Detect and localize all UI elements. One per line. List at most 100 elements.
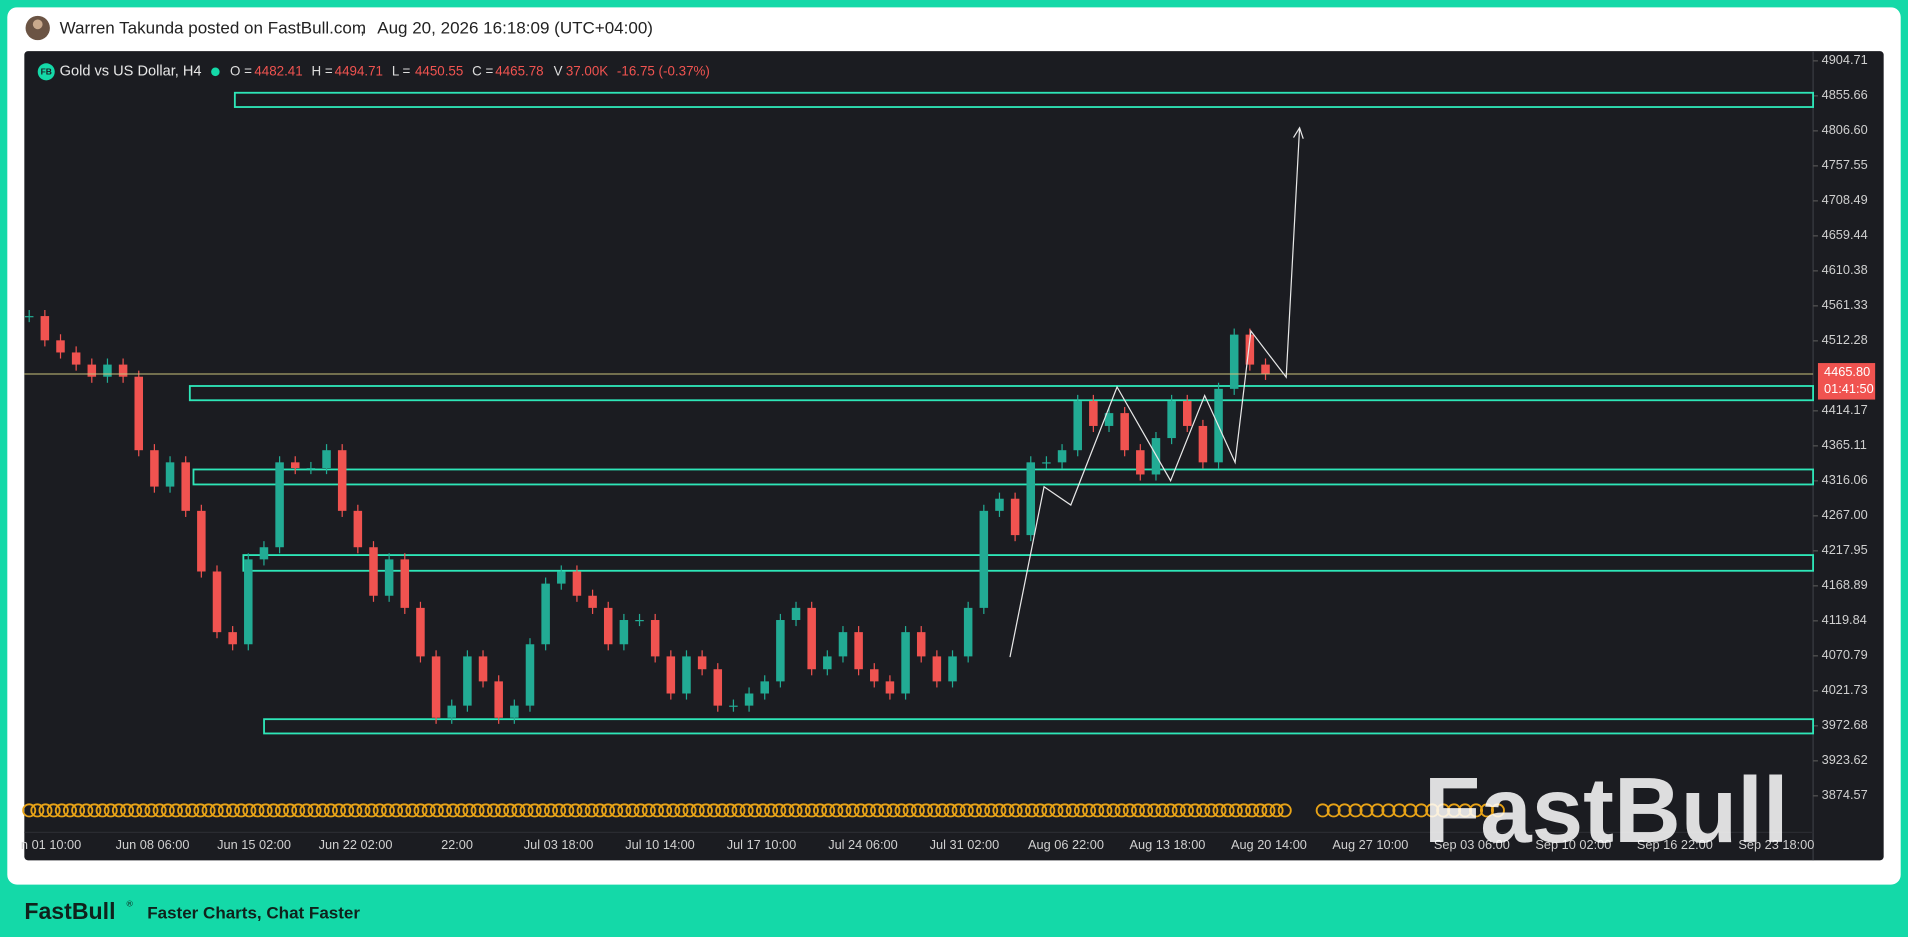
event-icon <box>1370 803 1385 818</box>
event-icon <box>910 803 925 818</box>
candle <box>337 450 347 511</box>
candle <box>103 364 112 377</box>
event-icon <box>1139 803 1154 818</box>
candle <box>916 632 926 657</box>
event-icon <box>495 803 510 818</box>
candle <box>494 681 503 718</box>
event-icon <box>601 803 616 818</box>
price-tick-label: 4217.95 <box>1822 542 1868 557</box>
time-label: Jul 24 06:00 <box>828 837 898 852</box>
event-icon <box>274 803 289 818</box>
event-icon <box>813 803 828 818</box>
event-icon <box>103 803 118 818</box>
event-icon <box>389 803 404 818</box>
event-icon <box>853 803 868 818</box>
event-icon <box>1147 803 1162 818</box>
event-icon <box>397 803 412 818</box>
event-icon <box>234 803 249 818</box>
candle <box>1229 334 1239 389</box>
time-label: Aug 06 22:00 <box>1028 837 1104 852</box>
event-icon <box>845 803 860 818</box>
event-icon <box>682 803 697 818</box>
event-icon <box>1425 803 1440 818</box>
event-icon <box>1204 803 1219 818</box>
avatar-face <box>32 19 43 30</box>
candle <box>150 450 159 487</box>
event-icon <box>54 803 69 818</box>
event-icon <box>927 803 942 818</box>
author[interactable]: Warren Takunda posted on FastBull.com <box>60 19 366 38</box>
candle <box>384 559 394 596</box>
time-label: n 01 10:00 <box>21 837 81 852</box>
event-icon <box>527 803 542 818</box>
candle <box>416 607 425 657</box>
candle <box>1261 364 1270 374</box>
event-icon <box>160 803 175 818</box>
event-icon <box>1381 803 1396 818</box>
event-icon <box>1403 803 1418 818</box>
candle <box>666 656 676 694</box>
symbol: Gold vs US Dollar, H4 <box>60 64 202 80</box>
event-icon <box>283 803 298 818</box>
event-icon <box>136 803 151 818</box>
timestamp: Aug 20, 2026 16:18:09 (UTC+04:00) <box>377 19 653 38</box>
candle <box>557 571 566 584</box>
event-icon <box>291 803 306 818</box>
footer-mark: ® <box>127 898 134 908</box>
event-icon <box>649 803 664 818</box>
event-icon <box>226 803 241 818</box>
price-tick-label: 4168.89 <box>1822 577 1868 592</box>
event-icon <box>780 803 795 818</box>
candle <box>744 693 754 706</box>
event-icon <box>315 803 330 818</box>
event-icon <box>454 803 469 818</box>
event-icon <box>992 803 1007 818</box>
event-icon <box>152 803 167 818</box>
candle <box>275 462 284 548</box>
time-label: Sep 10 02:00 <box>1535 837 1611 852</box>
candle <box>244 559 253 645</box>
event-icon <box>470 803 485 818</box>
event-icon <box>1414 803 1429 818</box>
event-icon <box>1253 803 1268 818</box>
symbol-icon-text: FB <box>41 67 52 77</box>
price-tick-label: 4512.28 <box>1822 332 1868 347</box>
event-icon <box>242 803 257 818</box>
event-icon <box>332 803 347 818</box>
event-icon <box>503 803 518 818</box>
event-icon <box>22 803 37 818</box>
event-icon <box>943 803 958 818</box>
event-icon <box>348 803 363 818</box>
event-icon <box>731 803 746 818</box>
event-icon <box>429 803 444 818</box>
candle <box>1183 400 1192 426</box>
price-tick-label: 4904.71 <box>1822 52 1868 67</box>
event-icon <box>935 803 950 818</box>
event-icon <box>1033 803 1048 818</box>
event-icon <box>1315 803 1330 818</box>
candle <box>306 468 316 470</box>
event-icon <box>984 803 999 818</box>
legend-value: 4482.41 <box>254 63 302 78</box>
event-icon <box>209 803 224 818</box>
symbol-icon <box>37 63 55 81</box>
footer-brand[interactable]: FastBull <box>24 898 115 924</box>
price-tick-label: 4021.73 <box>1822 682 1868 697</box>
candle <box>729 705 738 707</box>
candle <box>181 462 190 511</box>
event-icon <box>861 803 876 818</box>
event-icon <box>821 803 836 818</box>
candle <box>431 656 441 718</box>
event-icon <box>764 803 779 818</box>
candle <box>603 607 613 645</box>
candle <box>197 510 206 572</box>
candle <box>290 462 300 469</box>
event-icon <box>894 803 909 818</box>
event-icon <box>1155 803 1170 818</box>
candle <box>870 669 879 682</box>
event-icon <box>584 803 599 818</box>
candle <box>995 498 1004 511</box>
price-tick-label: 4365.11 <box>1822 437 1867 452</box>
candle <box>776 620 785 682</box>
candle <box>650 620 660 657</box>
